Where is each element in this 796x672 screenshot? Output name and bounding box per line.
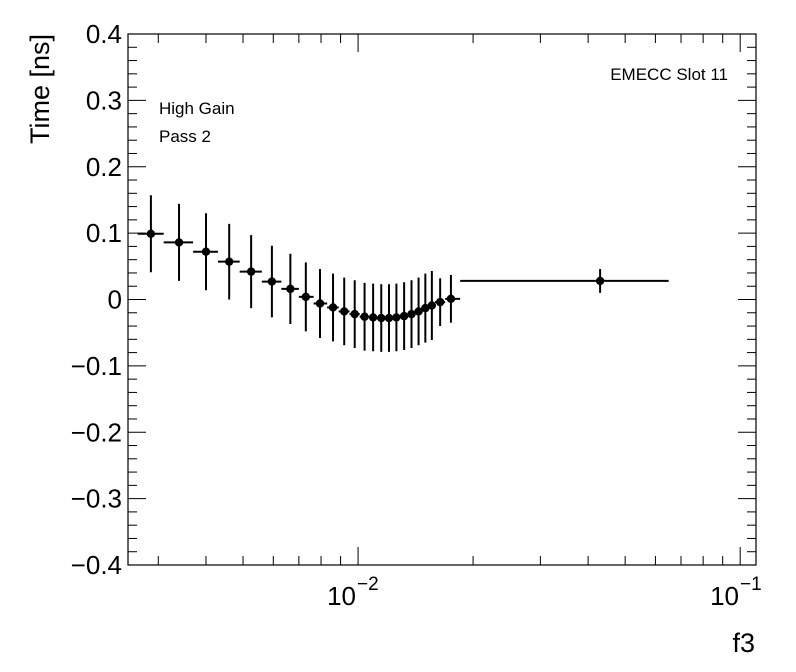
data-marker <box>174 238 184 247</box>
data-marker <box>224 257 234 266</box>
x-axis-title: f3 <box>732 628 755 658</box>
data-point <box>435 278 446 327</box>
data-marker <box>315 299 325 308</box>
data-series <box>137 195 669 352</box>
data-point <box>359 282 370 351</box>
data-point <box>163 203 194 281</box>
y-tick-label: −0.3 <box>71 484 122 514</box>
y-tick-label: 0.1 <box>86 218 122 248</box>
data-point <box>338 277 350 346</box>
x-tick-labels: 10 −2 10 −1 <box>327 574 762 611</box>
data-marker <box>350 309 359 319</box>
y-tick-label: −0.4 <box>71 550 122 580</box>
data-marker <box>414 307 423 316</box>
data-marker <box>435 297 445 307</box>
data-point <box>407 280 416 348</box>
data-point <box>193 213 219 291</box>
data-point <box>392 283 401 352</box>
data-marker <box>399 311 409 321</box>
y-tick-labels: 0.4 0.3 0.2 0.1 0 −0.1 −0.2 −0.3 −0.4 <box>71 19 122 580</box>
data-point <box>460 268 669 293</box>
data-marker <box>340 307 349 316</box>
data-marker <box>201 247 211 256</box>
data-point <box>313 268 328 338</box>
y-tick-label: 0.4 <box>86 19 122 49</box>
y-tick-label: −0.1 <box>71 351 122 381</box>
data-point <box>421 273 430 343</box>
y-tick-label: 0.3 <box>86 85 122 115</box>
data-point <box>327 273 339 342</box>
x-tick-label-exponent: −2 <box>357 574 379 595</box>
y-tick-label: 0.2 <box>86 152 122 182</box>
x-tick-label-0.1: 10 <box>710 581 739 611</box>
data-marker <box>407 309 416 319</box>
x-tick-label-0.01: 10 <box>327 581 356 611</box>
data-marker <box>427 301 437 310</box>
x-tick-label-base: 10 <box>710 581 739 611</box>
data-point <box>427 270 437 340</box>
data-point <box>368 283 378 352</box>
data-marker <box>446 294 456 304</box>
data-marker <box>377 313 386 323</box>
data-point <box>384 284 394 352</box>
y-tick-label: −0.2 <box>71 417 122 447</box>
data-point <box>376 284 386 352</box>
data-point <box>298 262 314 332</box>
y-tick-label: 0 <box>108 285 122 315</box>
plot-frame <box>127 33 757 566</box>
data-point <box>218 223 240 300</box>
data-point <box>137 195 164 273</box>
data-marker <box>146 229 156 238</box>
annotation-pass: Pass 2 <box>159 127 211 146</box>
data-marker <box>392 313 401 322</box>
data-marker <box>384 313 394 323</box>
data-marker <box>368 313 378 322</box>
data-point <box>445 274 461 323</box>
data-marker <box>267 277 277 286</box>
data-marker <box>301 292 311 302</box>
x-tick-label-exponent: −1 <box>740 574 762 595</box>
data-point <box>281 253 299 325</box>
data-marker <box>421 303 430 313</box>
data-point <box>399 282 409 350</box>
data-marker <box>360 312 369 321</box>
data-marker <box>595 276 605 286</box>
data-marker <box>286 284 295 294</box>
data-point <box>239 235 262 309</box>
y-axis-title: Time [ns] <box>25 34 55 144</box>
data-point <box>414 277 423 346</box>
data-point <box>349 280 360 348</box>
data-marker <box>246 267 256 276</box>
data-point <box>261 245 282 318</box>
annotation-gain: High Gain <box>159 99 235 118</box>
data-marker <box>328 303 338 312</box>
x-tick-label-base: 10 <box>327 581 356 611</box>
annotation-slot: EMECC Slot 11 <box>610 65 728 84</box>
